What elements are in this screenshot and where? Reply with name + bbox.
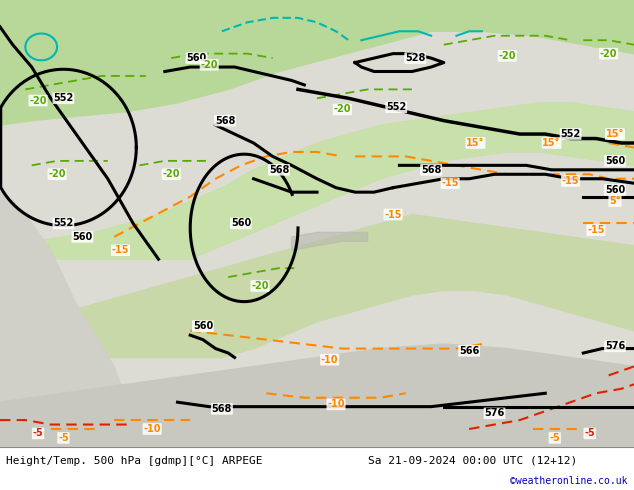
Text: -15: -15 [384,210,402,220]
Text: 528: 528 [405,53,425,63]
Text: 568: 568 [212,404,232,414]
Text: 560: 560 [186,53,207,63]
Text: -5: -5 [33,428,43,439]
Text: -5: -5 [550,433,560,443]
Text: -10: -10 [321,355,339,365]
Text: 560: 560 [193,321,213,331]
Text: 5°: 5° [609,196,621,206]
Text: -20: -20 [48,169,66,179]
Text: 568: 568 [269,165,289,175]
Polygon shape [292,232,368,250]
Text: -20: -20 [251,281,269,291]
Text: -5: -5 [585,428,595,439]
Text: 552: 552 [53,93,74,103]
Text: -20: -20 [498,51,516,61]
Text: -15: -15 [441,178,459,188]
Text: 566: 566 [459,346,479,356]
Text: ©weatheronline.co.uk: ©weatheronline.co.uk [510,476,628,487]
Text: -20: -20 [333,104,351,115]
Text: 560: 560 [231,219,251,228]
Text: 568: 568 [215,116,235,125]
Text: -15: -15 [112,245,129,255]
Text: Height/Temp. 500 hPa [gdmp][°C] ARPEGE: Height/Temp. 500 hPa [gdmp][°C] ARPEGE [6,456,263,466]
Text: -20: -20 [600,49,618,59]
Text: -5: -5 [58,433,68,443]
Text: -20: -20 [162,169,180,179]
Text: 15°: 15° [543,138,560,148]
Text: 552: 552 [560,129,581,139]
Text: -15: -15 [562,176,579,186]
Text: 560: 560 [605,156,625,166]
Polygon shape [0,215,634,358]
Text: 552: 552 [386,102,406,112]
Text: 560: 560 [72,232,93,242]
Text: -10: -10 [143,424,161,434]
Polygon shape [0,103,634,259]
Text: -20: -20 [200,60,218,70]
Polygon shape [0,192,139,447]
Text: 552: 552 [53,219,74,228]
Polygon shape [0,0,634,125]
Text: 576: 576 [484,408,505,418]
Text: 15°: 15° [606,129,624,139]
Text: 15°: 15° [467,138,484,148]
Text: 15: 15 [608,129,622,139]
Text: -15: -15 [587,225,605,235]
Text: -10: -10 [327,399,345,410]
Text: 560: 560 [605,185,625,195]
Text: -20: -20 [29,96,47,105]
Text: 568: 568 [421,165,441,175]
Text: 576: 576 [605,342,625,351]
Polygon shape [0,344,634,447]
Text: Sa 21-09-2024 00:00 UTC (12+12): Sa 21-09-2024 00:00 UTC (12+12) [368,456,577,466]
